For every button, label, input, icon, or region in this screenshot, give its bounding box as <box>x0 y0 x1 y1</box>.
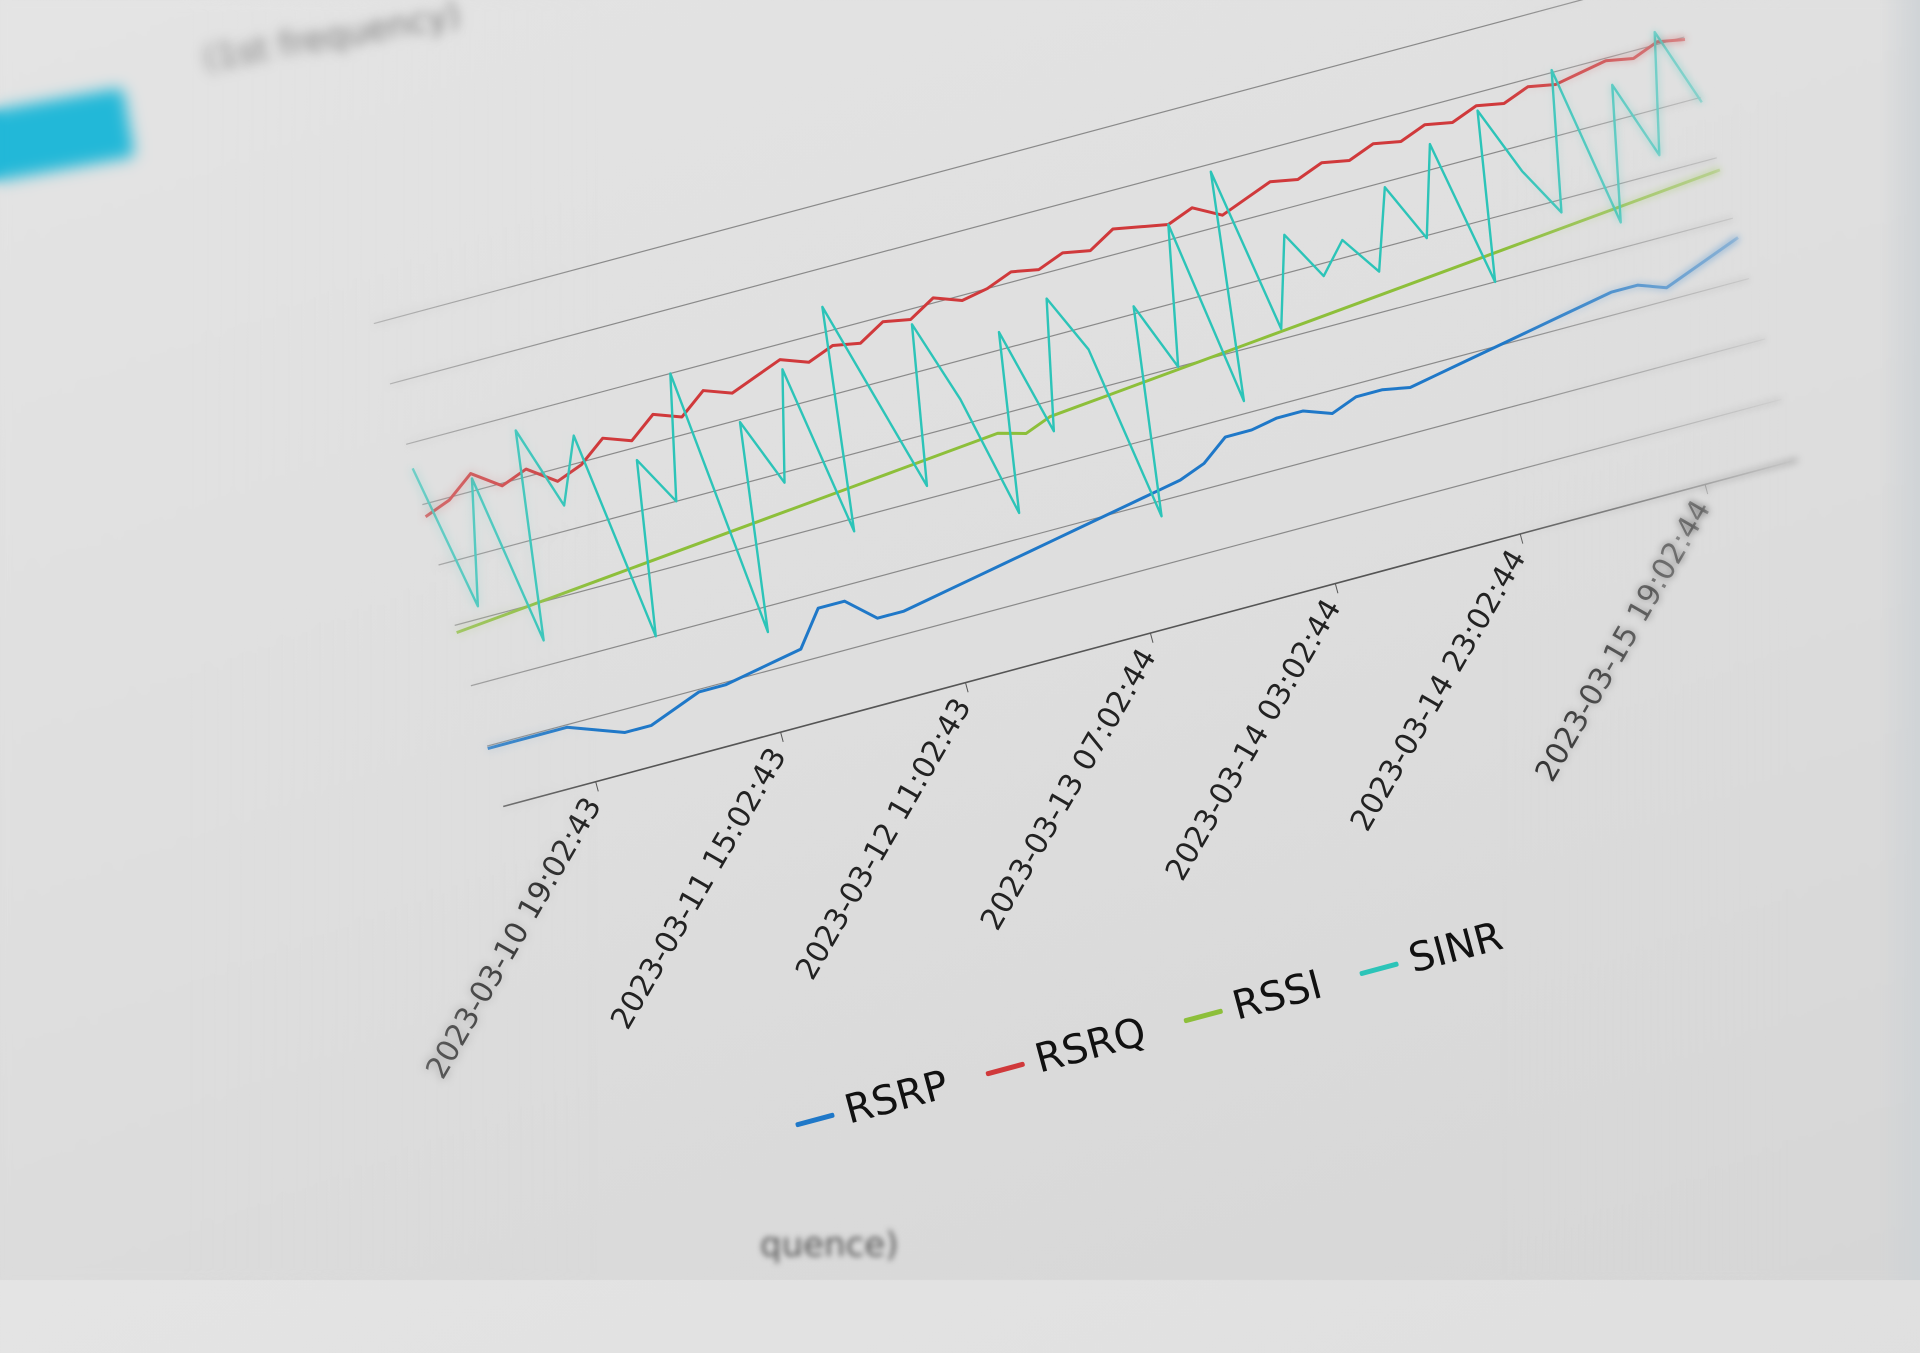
series-line-sinr <box>411 30 1703 642</box>
x-tick-label: 2023-03-13 07:02:44 <box>974 643 1164 936</box>
x-tick-label: 2023-03-14 23:02:44 <box>1344 544 1534 837</box>
primary-button[interactable] <box>0 87 135 183</box>
legend-label: RSRP <box>839 1061 954 1134</box>
legend-item-sinr[interactable]: SINR <box>1354 913 1508 995</box>
x-tick-label: 2023-03-10 19:02:43 <box>419 791 609 1084</box>
legend-label: RSRQ <box>1030 1008 1151 1083</box>
lower-chart-subtitle: quence) <box>760 1225 899 1265</box>
series-line-rssi <box>456 168 1721 635</box>
grid-line <box>406 96 1701 445</box>
grid-line <box>389 36 1685 385</box>
grid-line <box>422 157 1717 506</box>
x-tick-mark <box>1334 583 1339 594</box>
x-tick-label: 2023-03-15 19:02:44 <box>1529 494 1719 787</box>
series-lines <box>411 30 1739 750</box>
grid-line <box>438 217 1734 566</box>
series-line-rsrq <box>424 38 1686 518</box>
x-tick-mark <box>965 682 969 693</box>
chart-subtitle: (1st frequency) <box>200 0 464 80</box>
x-tick-mark <box>1519 533 1524 544</box>
sinr-swatch <box>1358 960 1399 976</box>
grid-line <box>373 0 1669 325</box>
x-tick-mark <box>595 781 599 792</box>
x-tick-mark <box>1149 632 1154 643</box>
rsrq-swatch <box>985 1060 1026 1077</box>
legend-label: RSSI <box>1227 961 1327 1030</box>
x-tick-label: 2023-03-14 03:02:44 <box>1159 593 1349 886</box>
x-tick-mark <box>1704 484 1709 495</box>
x-tick-label: 2023-03-11 15:02:43 <box>604 742 794 1035</box>
legend-item-rssi[interactable]: RSSI <box>1177 961 1327 1043</box>
x-tick-mark <box>780 732 784 742</box>
rssi-swatch <box>1182 1007 1223 1024</box>
screen-edge <box>1880 0 1920 1280</box>
x-tick-label: 2023-03-12 11:02:43 <box>789 692 979 985</box>
legend-label: SINR <box>1403 913 1508 983</box>
rsrp-swatch <box>794 1111 835 1128</box>
chart-stage: 2023-03-10 19:02:43 2023-03-11 15:02:43 20… <box>60 0 1920 1353</box>
